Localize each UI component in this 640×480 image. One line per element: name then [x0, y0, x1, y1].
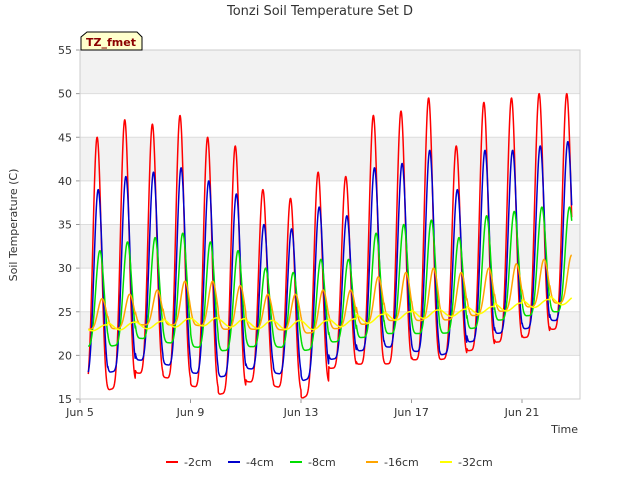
legend-label: -32cm [458, 456, 493, 469]
x-tick-label: Jun 21 [504, 406, 540, 419]
y-tick-label: 45 [58, 131, 72, 144]
series-line [87, 92, 573, 399]
y-tick-label: 40 [58, 175, 72, 188]
y-tick-label: 50 [58, 88, 72, 101]
series-layer [87, 92, 573, 399]
series-line [87, 206, 573, 352]
legend-label: -4cm [246, 456, 274, 469]
series-line [87, 295, 573, 332]
y-tick-label: 30 [58, 262, 72, 275]
axis-ticks: 15 20 25 30 35 40 45 50 55 Jun 5 Jun 9 Jun 13 Jun 17… [58, 44, 539, 419]
legend-label: -2cm [184, 456, 212, 469]
plot-band [80, 50, 580, 94]
plot-band [80, 93, 580, 138]
plot-band [80, 355, 580, 399]
legend: -2cm -4cm -8cm -16cm -32cm [166, 456, 493, 469]
site-badge: TZ_fmet [80, 31, 143, 51]
y-tick-label: 20 [58, 349, 72, 362]
series-line [87, 140, 573, 382]
y-tick-label: 55 [58, 44, 72, 57]
plot-frame [79, 49, 581, 400]
y-tick-label: 15 [58, 393, 72, 406]
legend-label: -16cm [384, 456, 419, 469]
plot-band [80, 137, 580, 181]
x-tick-label: Jun 13 [283, 406, 319, 419]
plot-band [80, 180, 580, 225]
plot-band [80, 224, 580, 269]
x-tick-label: Jun 17 [393, 406, 429, 419]
chart-title: Tonzi Soil Temperature Set D [226, 4, 413, 19]
series-line [87, 254, 573, 334]
x-tick-label: Jun 9 [176, 406, 205, 419]
site-badge-label: TZ_fmet [86, 36, 136, 49]
x-tick-label: Jun 5 [65, 406, 94, 419]
site-badge-box [80, 31, 143, 51]
y-axis-label: Soil Temperature (C) [7, 169, 20, 282]
legend-label: -8cm [308, 456, 336, 469]
y-tick-label: 25 [58, 306, 72, 319]
y-tick-label: 35 [58, 219, 72, 232]
x-axis-label: Time [550, 423, 578, 436]
